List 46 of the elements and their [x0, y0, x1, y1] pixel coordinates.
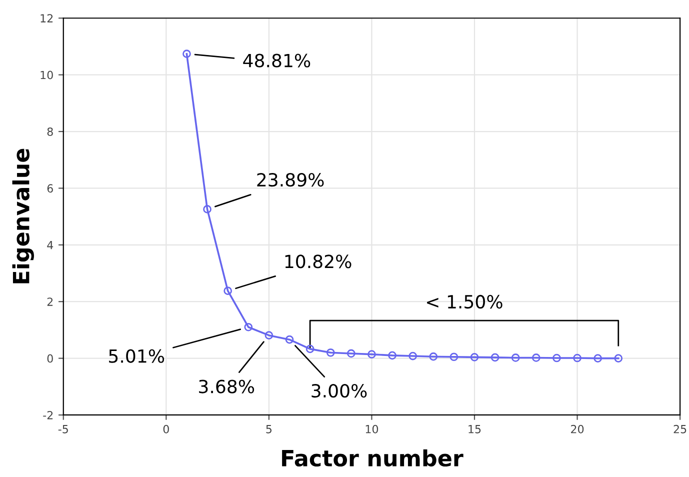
- point: [450, 352, 458, 362]
- y-axis-title: Eigenvalue: [12, 148, 34, 284]
- x-tick-label: 5: [266, 425, 272, 434]
- annotation: 10.82%: [285, 254, 352, 268]
- point: [346, 349, 356, 358]
- x-tick-label: 10: [366, 424, 378, 434]
- point: [429, 352, 438, 361]
- point: [490, 353, 500, 362]
- point: [573, 354, 582, 362]
- x-tick-label: 25: [674, 424, 686, 434]
- annotation: 3.00%: [312, 384, 367, 398]
- point: [388, 351, 396, 360]
- point: [594, 354, 602, 362]
- point: [182, 50, 191, 58]
- point: [614, 354, 623, 362]
- y-tick-label: 8: [47, 127, 53, 136]
- annotation: < 1.50%: [427, 294, 502, 309]
- y-tick-label: 2: [47, 298, 53, 306]
- annotation: 3.68%: [199, 380, 254, 394]
- x-axis-title: Factor number: [282, 449, 464, 467]
- point: [552, 354, 561, 362]
- x-tick-label: -5: [58, 425, 68, 434]
- y-tick-label: 4: [47, 241, 54, 250]
- x-tick-label: 20: [571, 424, 584, 434]
- point: [368, 350, 376, 358]
- point: [285, 335, 294, 344]
- point: [326, 348, 335, 357]
- x-tick-label: 15: [468, 425, 481, 434]
- point: [532, 354, 540, 362]
- point: [470, 352, 479, 362]
- y-tick-label: 6: [47, 184, 53, 193]
- point: [408, 352, 417, 360]
- point: [511, 354, 520, 362]
- x-tick-label: 0: [163, 424, 169, 434]
- annotation: 23.89%: [257, 172, 324, 187]
- point: [203, 205, 212, 214]
- y-tick-label: 12: [40, 14, 53, 22]
- annotation: 5.01%: [109, 349, 164, 363]
- point: [244, 322, 253, 332]
- y-tick-label: 10: [40, 70, 53, 80]
- annotation: 48.81%: [243, 54, 310, 68]
- point: [264, 331, 274, 340]
- y-tick-label: -2: [43, 410, 53, 420]
- point: [306, 344, 314, 354]
- point: [224, 286, 232, 295]
- y-tick-label: 0: [47, 354, 53, 363]
